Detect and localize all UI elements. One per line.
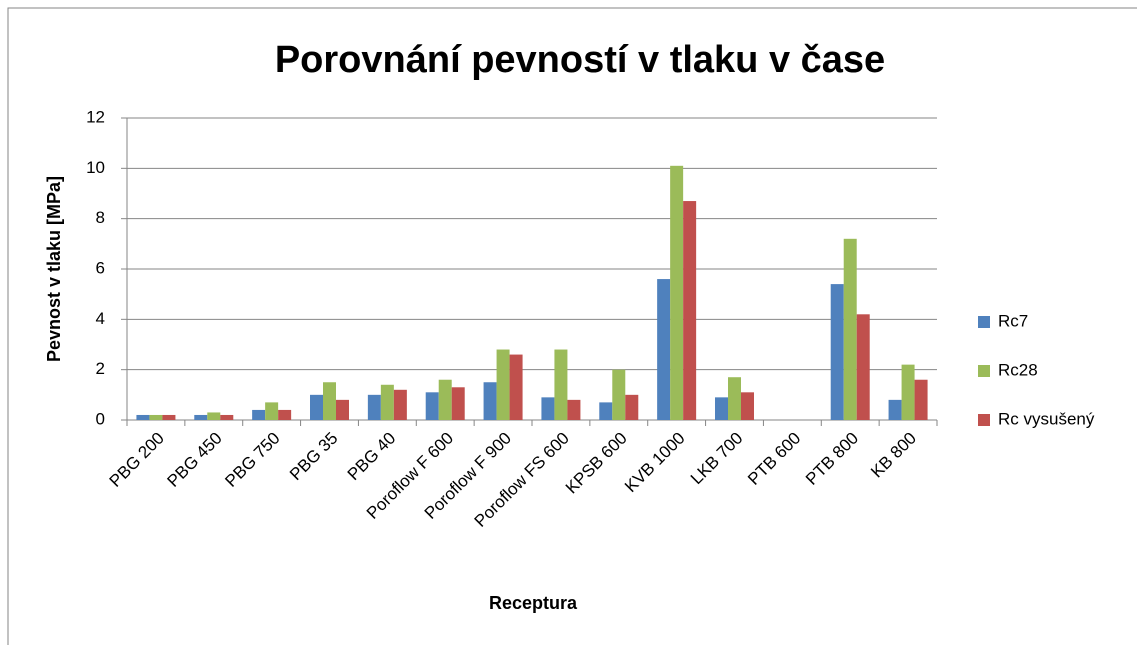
bar xyxy=(451,387,465,420)
legend-label: Rc7 xyxy=(998,311,1028,330)
y-tick-label: 0 xyxy=(96,409,105,428)
y-tick-label: 12 xyxy=(86,107,105,126)
bar xyxy=(830,284,844,420)
bar xyxy=(310,394,323,420)
bar xyxy=(843,238,857,420)
y-tick-label: 6 xyxy=(96,258,105,277)
bar xyxy=(728,377,741,420)
bar xyxy=(657,279,671,420)
bar xyxy=(278,409,292,420)
bar xyxy=(554,349,568,420)
bar xyxy=(136,414,150,420)
bar xyxy=(220,414,234,420)
legend-label: Rc vysušený xyxy=(998,409,1095,428)
bar xyxy=(252,409,266,420)
chart-title: Porovnání pevností v tlaku v čase xyxy=(275,39,885,81)
y-tick-label: 8 xyxy=(96,208,105,227)
bar xyxy=(715,397,728,420)
bar xyxy=(741,392,754,420)
legend-swatch xyxy=(978,365,990,377)
legend-swatch xyxy=(978,414,990,426)
bar xyxy=(194,414,208,420)
bar xyxy=(265,402,279,420)
bar xyxy=(496,349,510,420)
bar xyxy=(888,399,902,420)
bar xyxy=(625,394,639,420)
bar xyxy=(612,369,626,420)
bar xyxy=(599,402,613,420)
legend-swatch xyxy=(978,316,990,328)
bar xyxy=(336,399,349,420)
bar xyxy=(323,382,336,420)
y-tick-label: 4 xyxy=(96,309,105,328)
chart-border xyxy=(7,7,1137,645)
bar xyxy=(149,414,163,420)
bar xyxy=(901,364,915,420)
bar xyxy=(670,165,684,420)
legend-label: Rc28 xyxy=(998,360,1038,379)
bar xyxy=(856,314,870,420)
bar xyxy=(367,394,381,420)
bar xyxy=(162,414,176,420)
bar xyxy=(425,392,439,420)
bar xyxy=(393,389,407,420)
bar xyxy=(509,354,523,420)
bar xyxy=(483,382,497,420)
bar xyxy=(541,397,555,420)
bar xyxy=(567,399,581,420)
x-axis-title: Receptura xyxy=(489,593,578,613)
y-axis-title: Pevnost v tlaku [MPa] xyxy=(44,176,64,362)
y-tick-label: 10 xyxy=(86,158,105,177)
bar xyxy=(914,379,928,420)
bar xyxy=(683,201,697,420)
y-tick-label: 2 xyxy=(96,359,105,378)
bar xyxy=(438,379,452,420)
bar xyxy=(380,384,394,420)
bar xyxy=(207,412,221,420)
